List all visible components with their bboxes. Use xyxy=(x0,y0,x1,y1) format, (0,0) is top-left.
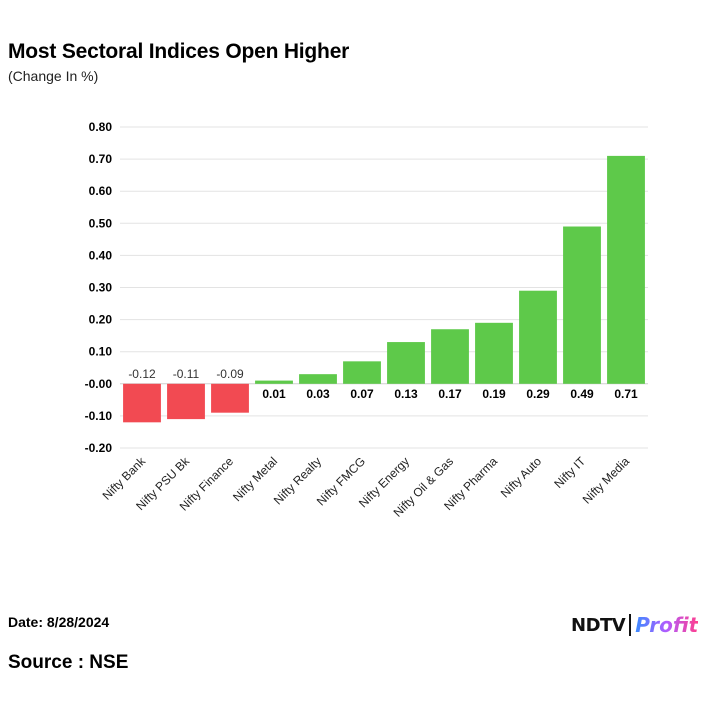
data-label: 0.17 xyxy=(438,387,462,401)
bar xyxy=(299,374,337,384)
data-label: 0.01 xyxy=(262,387,286,401)
y-tick-label: -0.00 xyxy=(85,377,113,391)
x-tick-label: Nifty IT xyxy=(551,454,588,491)
data-label: -0.09 xyxy=(216,367,244,381)
y-tick-label: 0.40 xyxy=(89,248,113,262)
bar xyxy=(211,383,249,413)
date-label: Date: 8/28/2024 xyxy=(8,614,110,630)
bar-chart: 0.80 0.70 0.60 0.50 0.40 0.30 0.20 0.10 -0.00 -0.… xyxy=(85,120,648,520)
y-tick-label: -0.10 xyxy=(85,409,113,423)
bar xyxy=(123,383,161,423)
y-tick-label: 0.30 xyxy=(89,281,113,295)
bar xyxy=(343,361,381,384)
x-tick-label: Nifty Auto xyxy=(498,454,544,500)
source-label: Source : NSE xyxy=(8,652,129,673)
data-label: 0.19 xyxy=(482,387,506,401)
data-label: 0.71 xyxy=(614,387,638,401)
logo-divider xyxy=(629,614,632,636)
data-label: -0.12 xyxy=(128,367,156,381)
bar xyxy=(607,155,645,384)
bar xyxy=(519,290,557,384)
y-tick-label: 0.60 xyxy=(89,184,113,198)
logo-ndtv-text: NDTV xyxy=(571,614,626,636)
bar xyxy=(387,342,425,384)
y-tick-label: 0.20 xyxy=(89,313,113,327)
bar xyxy=(475,322,513,384)
data-label: 0.29 xyxy=(526,387,550,401)
bar xyxy=(563,226,601,384)
logo-profit-text: Profit xyxy=(635,613,699,637)
y-tick-label: 0.50 xyxy=(89,216,113,230)
x-tick-label: Nifty Media xyxy=(580,454,633,507)
chart-subtitle: (Change In %) xyxy=(8,68,99,84)
data-label: 0.13 xyxy=(394,387,418,401)
bar xyxy=(255,380,293,384)
y-tick-label: -0.20 xyxy=(85,441,113,455)
y-tick-label: 0.80 xyxy=(89,120,113,134)
data-label: 0.03 xyxy=(306,387,330,401)
bar xyxy=(431,329,469,384)
y-tick-label: 0.70 xyxy=(89,152,113,166)
bar xyxy=(167,383,205,420)
data-label: -0.11 xyxy=(173,367,200,381)
y-tick-label: 0.10 xyxy=(89,345,113,359)
data-label: 0.07 xyxy=(350,387,374,401)
chart-title: Most Sectoral Indices Open Higher xyxy=(8,40,350,63)
ndtv-profit-logo: NDTV Profit xyxy=(571,612,698,638)
data-label: 0.49 xyxy=(570,387,594,401)
